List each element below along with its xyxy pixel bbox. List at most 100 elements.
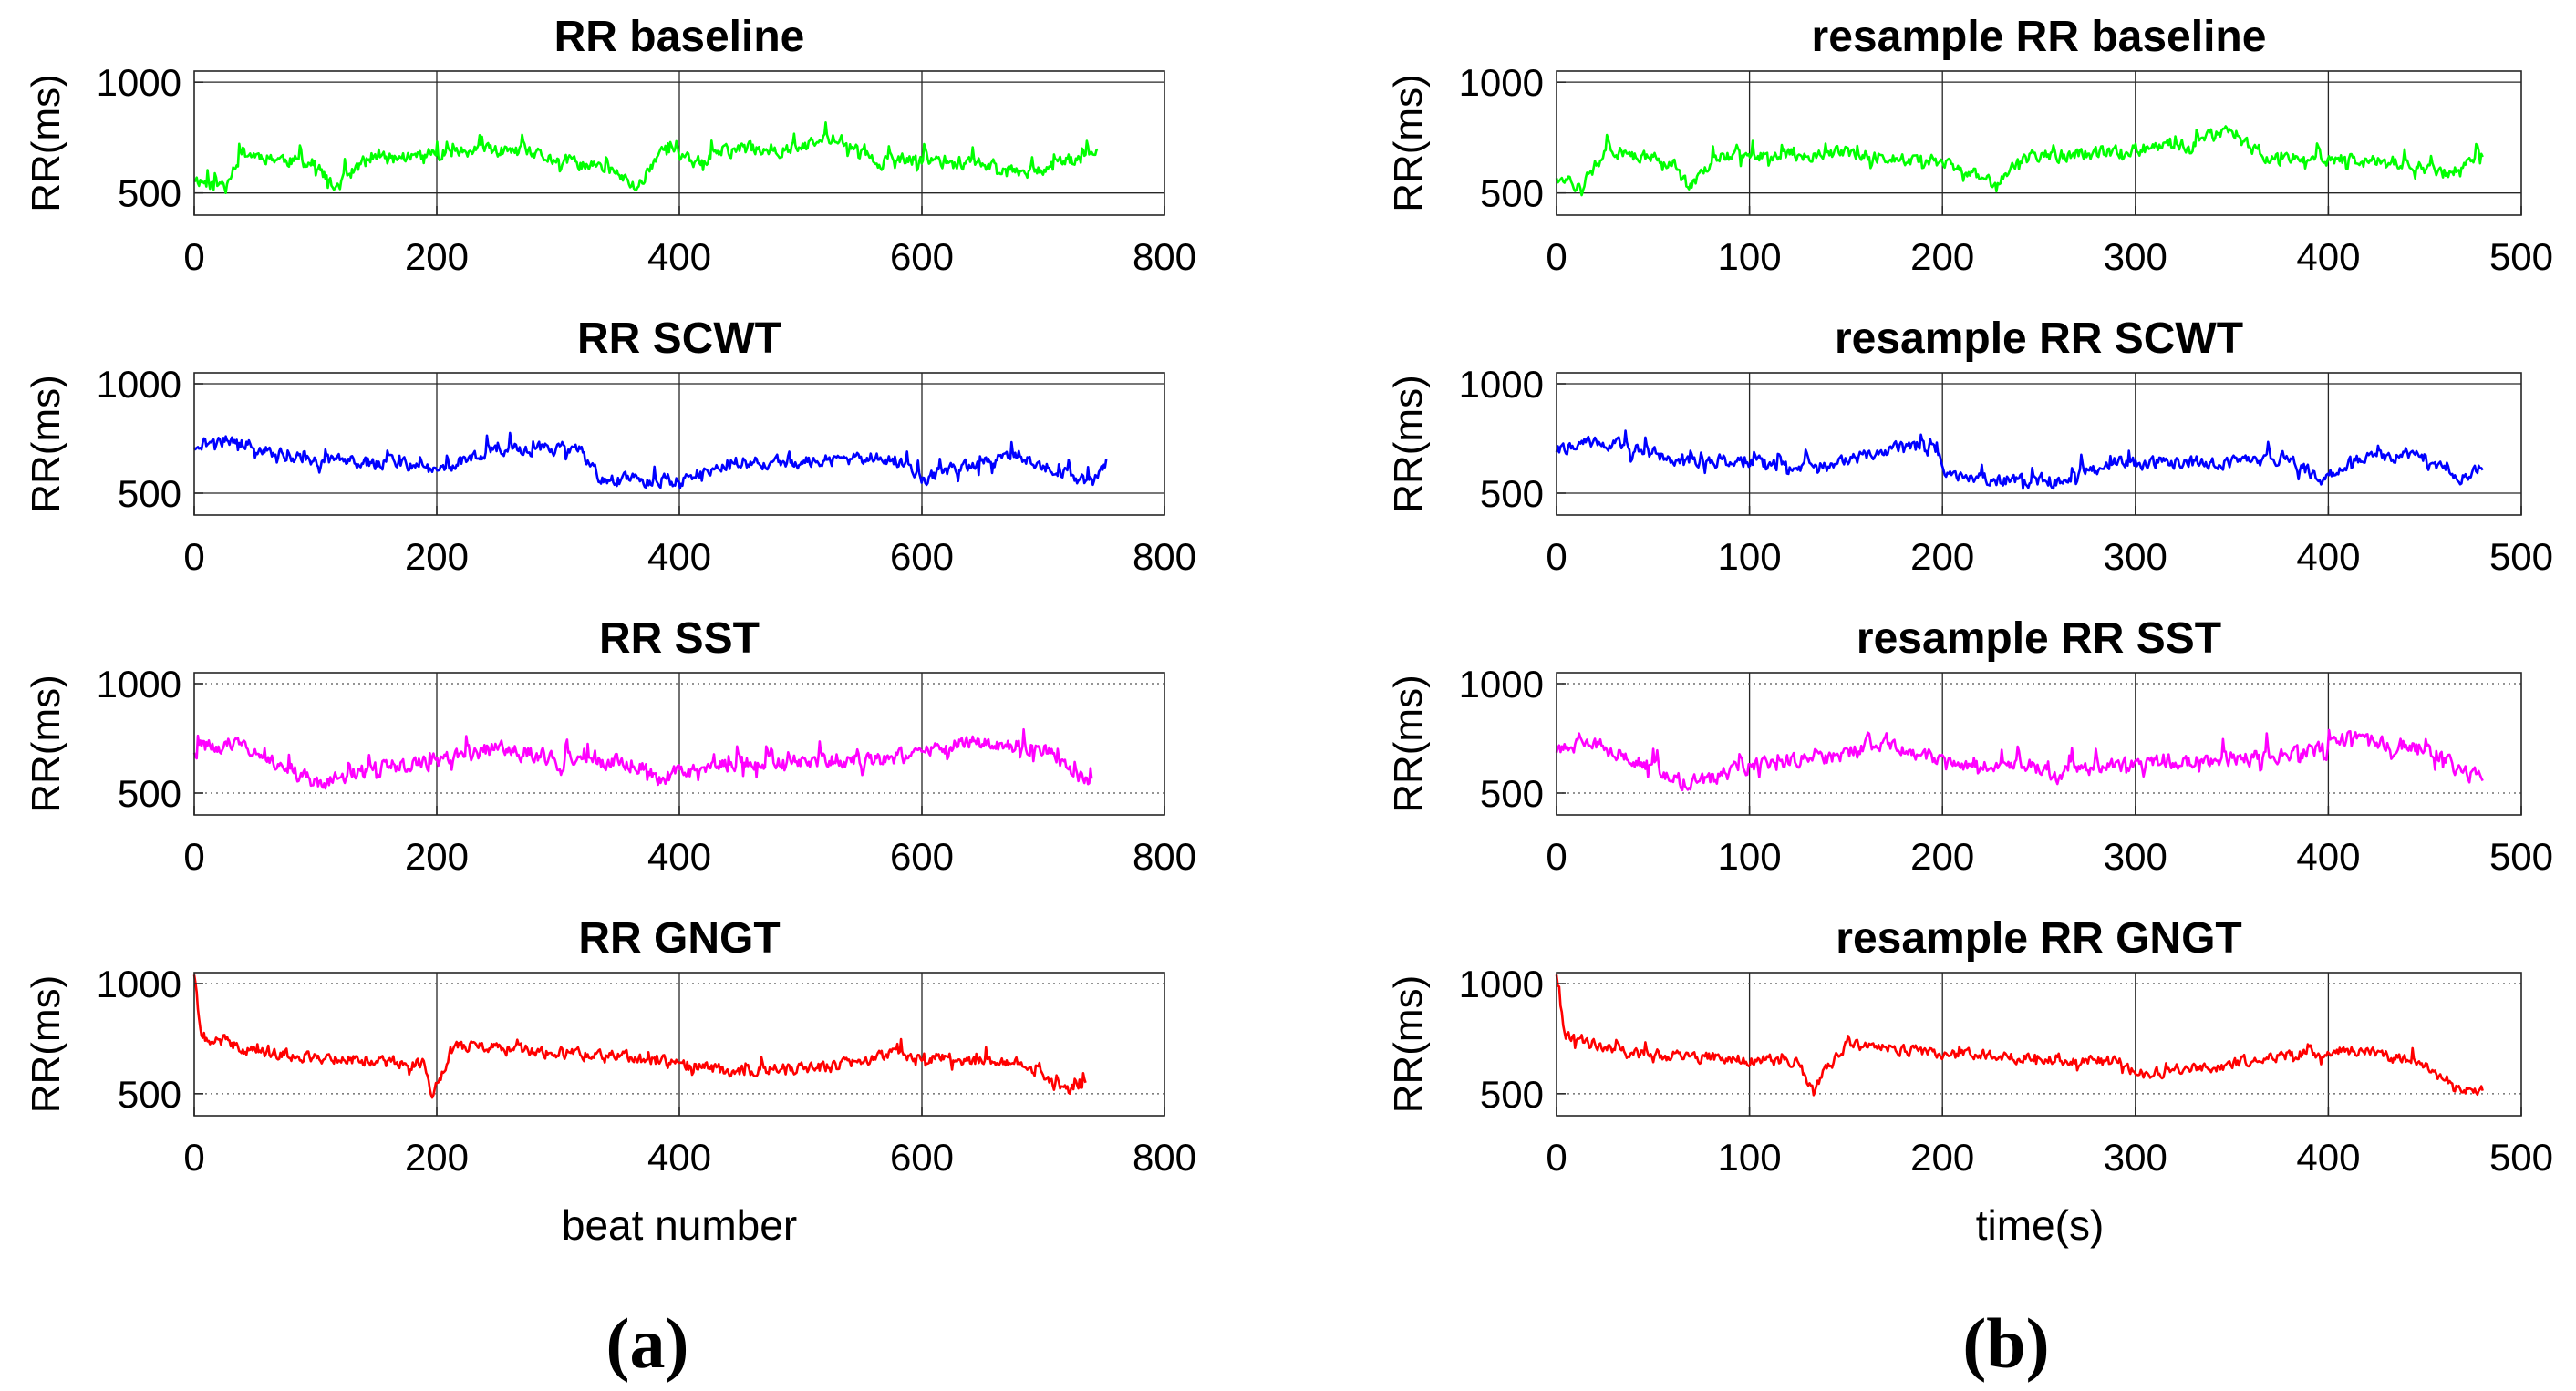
rr-trace-line <box>192 431 1108 490</box>
y-tick-label: 500 <box>118 772 181 815</box>
x-tick-label: 100 <box>1718 1136 1782 1179</box>
x-tick-label: 200 <box>405 1136 469 1179</box>
x-tick-label: 0 <box>1546 535 1567 578</box>
y-axis-label: RR(ms) <box>1386 675 1431 813</box>
x-tick-label: 400 <box>2296 535 2360 578</box>
y-tick-label: 1000 <box>97 61 181 104</box>
x-tick-label: 200 <box>405 235 469 278</box>
y-tick-label: 500 <box>118 472 181 515</box>
subplot-title: resample RR SST <box>1857 614 2221 663</box>
subplot-title: RR baseline <box>554 13 805 61</box>
subplot-title: RR GNGT <box>578 914 780 963</box>
axes-frame <box>1556 372 2522 516</box>
x-tick-label: 400 <box>647 535 711 578</box>
x-tick-label: 500 <box>2489 535 2553 578</box>
x-tick-label: 300 <box>2104 1136 2167 1179</box>
subplot-8: 0 100 200 300 400 500 500 1000 resample RR GNGT R… <box>1386 914 2553 1179</box>
subplot-title: RR SCWT <box>577 314 781 363</box>
y-axis-label: RR(ms) <box>1386 375 1431 513</box>
x-tick-label: 600 <box>890 235 954 278</box>
axes-frame <box>1556 70 2522 216</box>
rr-trace-line <box>192 974 1087 1099</box>
y-axis-label: RR(ms) <box>24 74 68 212</box>
x-tick-label: 0 <box>183 1136 204 1179</box>
subplot-1: 0 200 400 600 800 500 1000 RR baseline RR(ms) <box>24 13 1196 278</box>
subplot-4: 0 100 200 300 400 500 500 1000 resample RR SCWT R… <box>1386 314 2553 578</box>
axes-frame <box>1556 672 2522 816</box>
subplot-title: RR SST <box>599 614 760 663</box>
rr-trace-line <box>192 727 1093 790</box>
x-tick-label: 300 <box>2104 535 2167 578</box>
x-tick-label: 600 <box>890 535 954 578</box>
x-tick-label: 100 <box>1718 835 1782 878</box>
rr-trace-line <box>1555 125 2484 197</box>
x-tick-label: 500 <box>2489 1136 2553 1179</box>
y-tick-label: 1000 <box>1459 963 1544 1005</box>
x-tick-label: 0 <box>183 235 204 278</box>
x-tick-label: 0 <box>183 535 204 578</box>
x-tick-label: 300 <box>2104 235 2167 278</box>
x-tick-label: 800 <box>1133 235 1196 278</box>
x-tick-label: 800 <box>1133 1136 1196 1179</box>
x-tick-label: 200 <box>405 835 469 878</box>
panel-label-b: (b) <box>1962 1303 2049 1383</box>
y-axis-label: RR(ms) <box>24 675 68 813</box>
rr-trace-line <box>1555 728 2484 792</box>
x-tick-label: 800 <box>1133 835 1196 878</box>
y-tick-label: 1000 <box>1459 663 1544 706</box>
x-axis-label-right: time(s) <box>1976 1201 2105 1249</box>
x-tick-label: 200 <box>1910 535 1974 578</box>
y-axis-label: RR(ms) <box>1386 975 1431 1114</box>
y-tick-label: 1000 <box>97 963 181 1005</box>
x-tick-label: 500 <box>2489 235 2553 278</box>
subplot-title: resample RR GNGT <box>1836 914 2241 963</box>
y-tick-label: 1000 <box>1459 363 1544 406</box>
x-tick-label: 400 <box>2296 235 2360 278</box>
x-tick-label: 800 <box>1133 535 1196 578</box>
y-tick-label: 500 <box>118 1073 181 1116</box>
y-tick-label: 1000 <box>97 663 181 706</box>
x-tick-label: 0 <box>1546 1136 1567 1179</box>
x-tick-label: 0 <box>1546 235 1567 278</box>
x-tick-label: 400 <box>2296 1136 2360 1179</box>
subplot-7: 0 200 400 600 800 500 1000 RR GNGT RR(ms) <box>24 914 1196 1179</box>
x-tick-label: 400 <box>2296 835 2360 878</box>
y-axis-label: RR(ms) <box>1386 74 1431 212</box>
x-axis-label-left: beat number <box>562 1201 797 1249</box>
x-tick-label: 200 <box>405 535 469 578</box>
y-axis-label: RR(ms) <box>24 975 68 1114</box>
rr-trace-line <box>1555 974 2484 1097</box>
x-tick-label: 500 <box>2489 835 2553 878</box>
x-tick-label: 400 <box>647 1136 711 1179</box>
panel-label-a: (a) <box>606 1303 689 1383</box>
x-tick-label: 200 <box>1910 1136 1974 1179</box>
y-tick-label: 500 <box>1480 172 1544 215</box>
x-tick-label: 600 <box>890 835 954 878</box>
axes-frame <box>1556 972 2522 1117</box>
x-tick-label: 600 <box>890 1136 954 1179</box>
y-tick-label: 1000 <box>1459 61 1544 104</box>
y-axis-label: RR(ms) <box>24 375 68 513</box>
x-tick-label: 0 <box>183 835 204 878</box>
y-tick-label: 500 <box>118 172 181 215</box>
y-tick-label: 500 <box>1480 472 1544 515</box>
subplot-title: resample RR baseline <box>1812 13 2267 61</box>
rr-trace-line <box>1555 429 2484 490</box>
x-tick-label: 200 <box>1910 235 1974 278</box>
x-tick-label: 300 <box>2104 835 2167 878</box>
subplot-6: 0 100 200 300 400 500 500 1000 resample RR SST RR… <box>1386 614 2553 878</box>
x-tick-label: 0 <box>1546 835 1567 878</box>
y-tick-label: 500 <box>1480 772 1544 815</box>
x-tick-label: 100 <box>1718 535 1782 578</box>
subplot-title: resample RR SCWT <box>1835 314 2243 363</box>
subplot-5: 0 200 400 600 800 500 1000 RR SST RR(ms) <box>24 614 1196 878</box>
subplot-3: 0 200 400 600 800 500 1000 RR SCWT RR(ms) <box>24 314 1196 578</box>
y-tick-label: 1000 <box>97 363 181 406</box>
subplot-2: 0 100 200 300 400 500 500 1000 resample RR basel… <box>1386 13 2553 278</box>
y-tick-label: 500 <box>1480 1073 1544 1116</box>
x-tick-label: 100 <box>1718 235 1782 278</box>
rr-trace-line <box>193 121 1099 194</box>
x-tick-label: 400 <box>647 835 711 878</box>
